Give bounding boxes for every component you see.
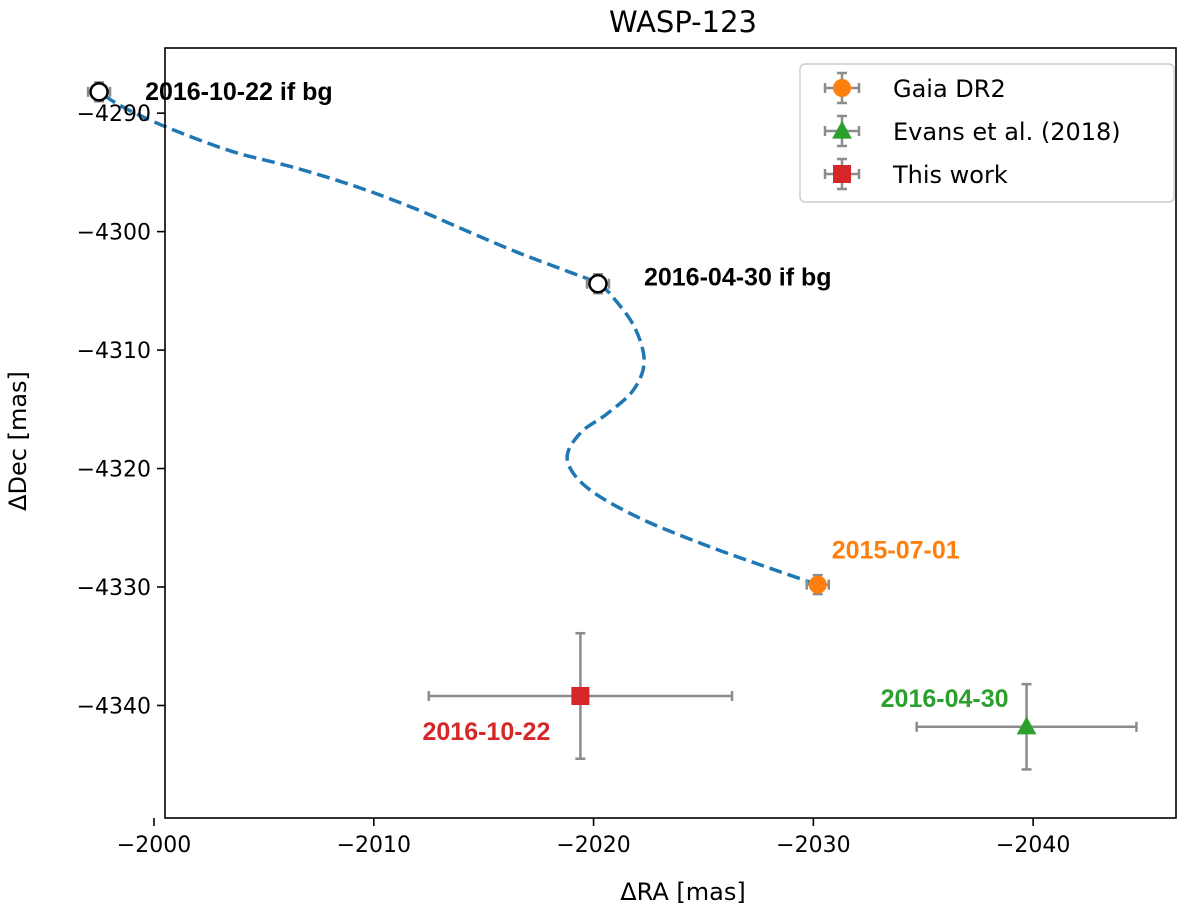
legend-item: Gaia DR2 <box>823 71 1006 105</box>
legend-label: This work <box>892 161 1008 189</box>
y-tick-label: −4340 <box>77 694 151 719</box>
background-point-label: 2016-04-30 if bg <box>644 264 832 292</box>
background-track-line <box>98 90 819 587</box>
y-tick-label: −4310 <box>77 339 151 364</box>
y-tick-label: −4290 <box>77 102 151 127</box>
background-point-marker <box>588 273 608 294</box>
legend-item: This work <box>823 157 1008 191</box>
legend-label: Gaia DR2 <box>893 75 1006 103</box>
data-point-marker <box>571 686 590 705</box>
track-layer <box>98 90 819 587</box>
legend: Gaia DR2 Evans et al. (2018) This work <box>799 63 1175 203</box>
legend-frame <box>799 63 1175 203</box>
chart-title: WASP-123 <box>609 5 757 39</box>
legend-marker <box>833 79 851 97</box>
data-point-marker <box>808 575 827 594</box>
legend-item: Evans et al. (2018) <box>823 114 1121 148</box>
x-tick-label: −2030 <box>776 833 850 858</box>
x-tick-label: −2000 <box>117 833 191 858</box>
data-point-label: 2016-10-22 <box>422 718 550 746</box>
y-tick-label: −4320 <box>77 458 151 483</box>
x-axis-label: ΔRA [mas] <box>620 878 745 906</box>
background-point-marker <box>89 82 109 102</box>
background-point-label: 2016-10-22 if bg <box>145 78 333 106</box>
y-axis-label: ΔDec [mas] <box>4 371 32 511</box>
data-point-label: 2015-07-01 <box>832 537 960 565</box>
legend-marker <box>832 120 852 139</box>
legend-label: Evans et al. (2018) <box>893 118 1121 146</box>
y-tick-label: −4300 <box>77 221 151 246</box>
x-tick-label: −2040 <box>996 833 1070 858</box>
data-point-marker <box>1016 716 1037 735</box>
plot-frame <box>164 47 1177 819</box>
axes-layer: −2000 −2010 −2020 −2030 −2040 −4290 −4300 −4310… <box>77 47 1177 858</box>
points-layer: 2016-10-22 if bg 2016-04-30 if bg 2015-07-… <box>86 78 1138 771</box>
y-tick-label: −4330 <box>77 576 151 601</box>
legend-marker <box>833 165 851 183</box>
data-point-label: 2016-04-30 <box>881 685 1009 713</box>
x-tick-label: −2020 <box>556 833 630 858</box>
x-tick-label: −2010 <box>337 833 411 858</box>
